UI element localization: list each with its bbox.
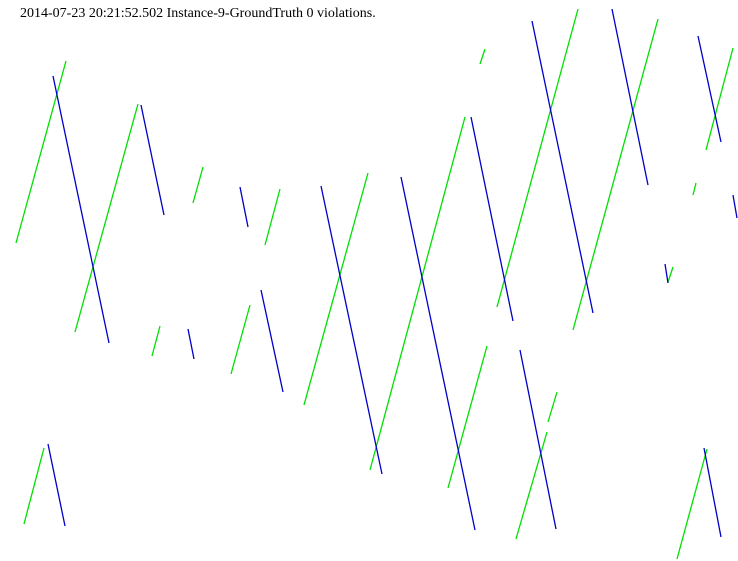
blue-trajectory-line	[664, 263, 669, 284]
blue-trajectory-line	[239, 186, 249, 228]
green-trajectory-line	[496, 8, 579, 308]
green-trajectory-line	[676, 448, 708, 560]
green-trajectory-line	[515, 431, 548, 540]
green-trajectory-line	[264, 188, 281, 246]
green-trajectory-line	[572, 18, 659, 331]
green-trajectory-line	[230, 304, 251, 375]
blue-trajectory-line	[52, 75, 110, 344]
blue-trajectory-line	[732, 194, 738, 219]
green-trajectory-line	[369, 116, 466, 471]
green-trajectory-line	[479, 48, 486, 65]
blue-trajectory-line	[611, 8, 649, 186]
blue-trajectory-line	[187, 328, 195, 360]
blue-trajectory-line	[519, 349, 557, 530]
blue-trajectory-line	[400, 176, 476, 531]
blue-trajectory-line	[697, 35, 722, 143]
blue-trajectory-line	[531, 20, 594, 314]
blue-trajectory-line	[470, 116, 514, 322]
green-trajectory-line	[151, 325, 161, 357]
status-header: 2014-07-23 20:21:52.502 Instance-9-Groun…	[20, 6, 376, 22]
green-trajectory-line	[667, 266, 674, 283]
green-trajectory-line	[192, 166, 204, 204]
green-trajectory-line	[74, 103, 139, 333]
green-trajectory-line	[447, 345, 488, 489]
green-trajectory-line	[692, 182, 697, 196]
blue-trajectory-line	[140, 104, 165, 216]
blue-trajectory-line	[260, 289, 284, 393]
green-trajectory-line	[15, 60, 67, 244]
instance-name: Instance-9-GroundTruth	[166, 6, 303, 21]
green-trajectory-line	[23, 447, 45, 525]
violation-count: 0 violations.	[306, 6, 376, 21]
blue-trajectory-line	[703, 447, 722, 538]
green-trajectory-line	[547, 391, 558, 423]
green-trajectory-line	[705, 47, 734, 151]
green-trajectory-line	[303, 172, 369, 406]
blue-trajectory-line	[320, 185, 383, 475]
blue-trajectory-line	[47, 443, 66, 527]
timestamp: 2014-07-23 20:21:52.502	[20, 6, 164, 21]
